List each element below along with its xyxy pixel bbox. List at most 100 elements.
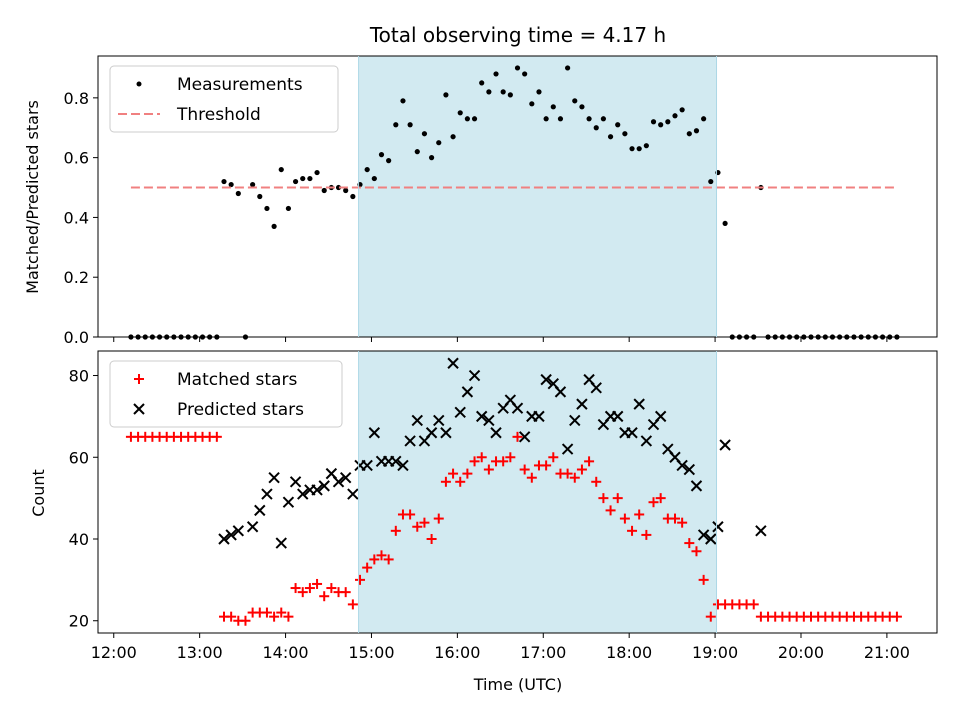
- x-tick-label: 16:00: [434, 643, 480, 662]
- matched-star-point: [541, 460, 552, 471]
- measurement-point: [414, 149, 420, 155]
- predicted-star-point: [712, 521, 724, 533]
- bottom-points-layer: [125, 357, 902, 626]
- measurement-point: [600, 116, 607, 122]
- y-tick-label: 0.8: [64, 89, 89, 108]
- matched-star-point: [612, 493, 623, 504]
- measurement-point: [371, 175, 377, 182]
- predicted-star-point: [533, 410, 545, 423]
- predicted-star-point: [454, 406, 466, 419]
- matched-star-point: [340, 587, 351, 598]
- measurement-point: [479, 80, 485, 86]
- predicted-star-point: [282, 496, 295, 508]
- predicted-star-point: [511, 402, 524, 414]
- predicted-star-point: [690, 480, 703, 492]
- predicted-star-point: [518, 431, 531, 443]
- predicted-star-point: [461, 386, 474, 398]
- measurement-point: [493, 71, 499, 77]
- legend-measurements-label: Measurements: [177, 75, 303, 95]
- matched-star-point: [641, 529, 652, 540]
- predicted-star-point: [225, 529, 237, 541]
- measurement-point: [607, 134, 614, 140]
- predicted-star-point: [440, 427, 452, 439]
- measurement-point: [701, 116, 707, 122]
- measurement-point: [464, 116, 470, 122]
- matched-star-point: [748, 599, 759, 610]
- measurement-point: [321, 187, 327, 194]
- y-tick-label: 80: [69, 367, 89, 386]
- measurement-point: [407, 122, 413, 128]
- measurement-point: [672, 113, 678, 119]
- matched-star-point: [426, 534, 437, 544]
- legend-predicted-label: Predicted stars: [177, 400, 304, 420]
- measurement-point: [522, 71, 528, 77]
- predicted-star-point: [490, 427, 502, 439]
- matched-star-point: [276, 607, 287, 618]
- top-axes-frame: [97, 55, 938, 338]
- measurement-point: [557, 116, 564, 122]
- measurement-point: [514, 65, 521, 71]
- matched-star-point: [569, 472, 580, 483]
- measurement-point: [593, 125, 599, 131]
- predicted-star-point: [626, 427, 638, 439]
- predicted-star-point: [705, 533, 717, 545]
- measurement-point: [292, 178, 299, 185]
- matched-star-point: [347, 599, 358, 610]
- measurement-point: [507, 92, 513, 98]
- bottom-shaded-span: [358, 351, 717, 633]
- matched-star-point: [684, 538, 695, 549]
- matched-star-point: [405, 509, 416, 520]
- matched-star-point: [326, 583, 337, 594]
- x-tick-label: 17:00: [520, 643, 566, 662]
- top-y-axis: 0.0 0.2 0.4 0.6 0.8: [64, 89, 98, 347]
- predicted-star-point: [411, 414, 423, 427]
- measurement-point: [543, 116, 549, 122]
- predicted-star-point: [332, 476, 345, 488]
- matched-star-point: [319, 591, 330, 602]
- predicted-star-point: [590, 382, 602, 394]
- predicted-star-point: [397, 459, 409, 472]
- predicted-star-point: [311, 484, 323, 496]
- measurement-point: [400, 98, 406, 104]
- matched-star-point: [677, 517, 688, 528]
- measurement-point: [686, 131, 692, 137]
- predicted-star-point: [433, 414, 445, 427]
- top-shaded-span: [358, 56, 717, 337]
- predicted-star-point: [719, 439, 731, 451]
- legend-matched-label: Matched stars: [177, 370, 297, 390]
- matched-star-point: [283, 611, 294, 622]
- y-tick-label: 0.2: [64, 268, 89, 287]
- matched-star-point: [440, 476, 451, 487]
- measurement-point: [421, 131, 428, 137]
- matched-star-point: [455, 476, 466, 487]
- measurement-point: [457, 110, 463, 116]
- measurement-point: [300, 175, 306, 182]
- matched-star-point: [261, 607, 272, 618]
- x-tick-label: 13:00: [177, 643, 223, 662]
- matched-star-point: [483, 464, 494, 475]
- measurement-point: [529, 101, 535, 107]
- y-tick-label: 0.6: [64, 149, 89, 168]
- matched-star-point: [390, 525, 401, 536]
- predicted-star-point: [361, 459, 373, 472]
- matched-star-point: [362, 562, 373, 573]
- bottom-y-axis: 20 40 60 80: [69, 367, 98, 631]
- measurement-point: [250, 181, 256, 188]
- predicted-star-point: [275, 537, 287, 549]
- top-y-axis-label: Matched/Predicted stars: [23, 100, 42, 294]
- matched-star-point: [627, 525, 638, 536]
- measurement-point: [285, 205, 292, 212]
- measurement-point: [579, 104, 585, 110]
- measurement-point: [615, 122, 621, 128]
- measurement-point: [572, 98, 578, 104]
- matched-star-point: [355, 574, 366, 585]
- matched-star-point: [584, 456, 595, 467]
- top-panel: 0.00.20.40.60.8 Matched/Predicted stars …: [23, 55, 938, 347]
- matched-star-point: [605, 505, 616, 516]
- measurement-point: [428, 155, 435, 161]
- predicted-star-point: [232, 525, 245, 537]
- measurement-point: [565, 65, 571, 71]
- matched-star-point: [226, 611, 237, 622]
- measurement-point: [314, 169, 320, 176]
